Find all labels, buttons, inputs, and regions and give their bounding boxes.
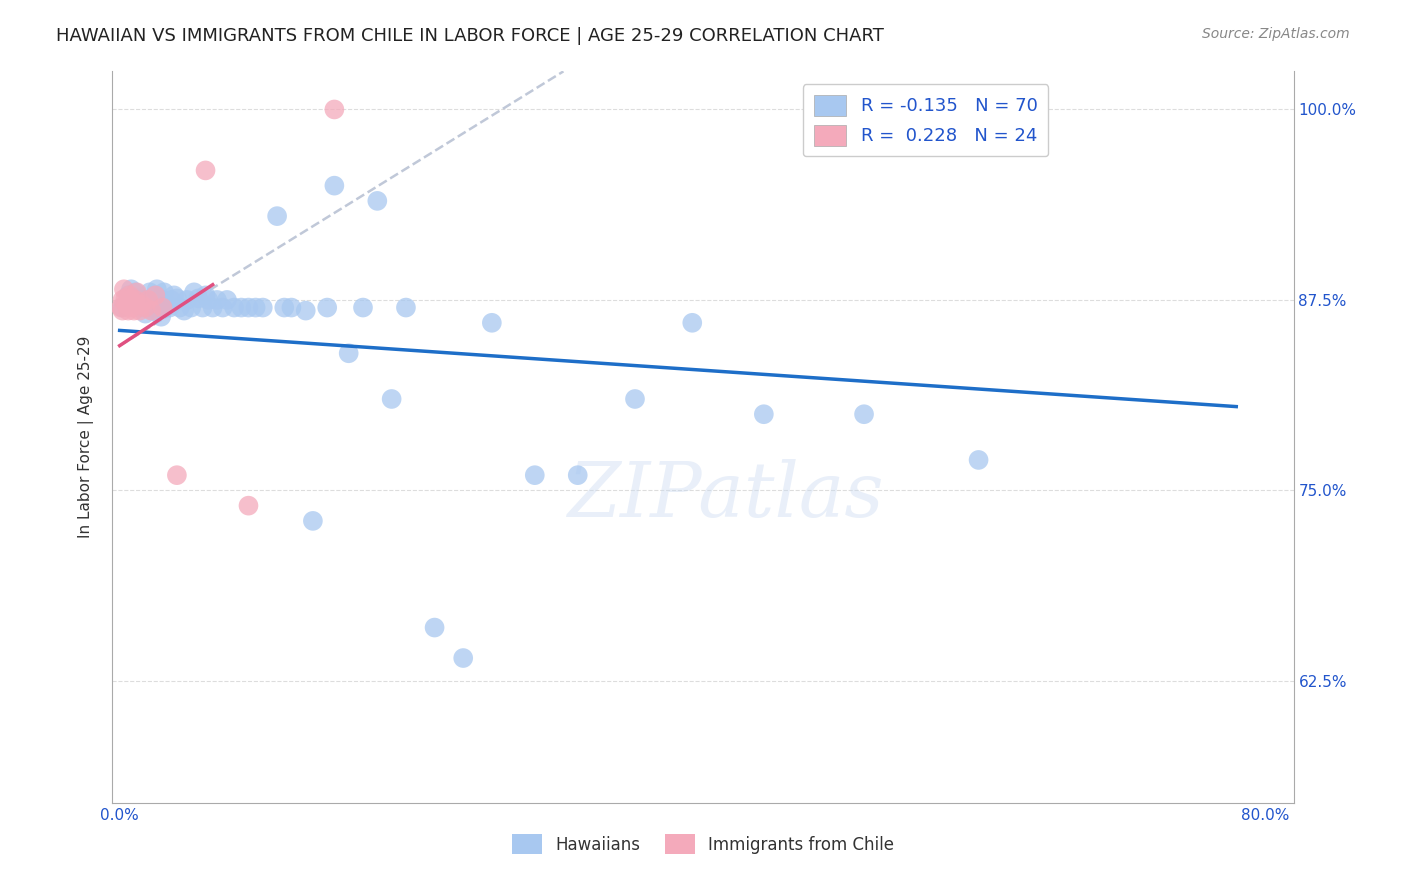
Point (150, 310, 173, 324)
Point (114, 292, 136, 306)
Point (323, 103, 346, 117)
Legend: Hawaiians, Immigrants from Chile: Hawaiians, Immigrants from Chile (505, 828, 901, 860)
Point (127, 297, 149, 311)
Point (134, 301, 156, 315)
Point (752, 407, 775, 421)
Point (316, 301, 339, 315)
Text: HAWAIIAN VS IMMIGRANTS FROM CHILE IN LABOR FORCE | AGE 25-29 CORRELATION CHART: HAWAIIAN VS IMMIGRANTS FROM CHILE IN LAB… (56, 27, 884, 45)
Point (337, 346, 360, 360)
Point (166, 292, 188, 306)
Point (111, 293, 134, 307)
Point (152, 301, 174, 315)
Point (681, 316, 703, 330)
Point (138, 285, 160, 300)
Point (139, 303, 162, 318)
Text: ZIPatlas: ZIPatlas (568, 458, 884, 533)
Point (201, 301, 224, 315)
Point (117, 303, 139, 318)
Point (624, 392, 647, 406)
Point (134, 307, 156, 321)
Point (131, 293, 153, 307)
Point (142, 303, 165, 318)
Point (120, 293, 142, 307)
Point (245, 301, 267, 315)
Point (180, 301, 202, 315)
Point (129, 301, 152, 315)
Point (152, 293, 174, 307)
Point (136, 293, 159, 307)
Text: Source: ZipAtlas.com: Source: ZipAtlas.com (1202, 27, 1350, 41)
Point (273, 301, 295, 315)
Point (129, 297, 152, 311)
Point (160, 293, 183, 307)
Point (159, 301, 181, 315)
Point (125, 292, 148, 306)
Point (145, 288, 167, 302)
Point (112, 282, 135, 296)
Point (145, 301, 167, 315)
Point (176, 293, 198, 307)
Point (163, 288, 186, 302)
Point (194, 163, 217, 178)
Point (135, 301, 157, 315)
Point (121, 292, 143, 306)
Point (523, 468, 546, 483)
Point (121, 301, 143, 315)
Y-axis label: In Labor Force | Age 25-29: In Labor Force | Age 25-29 (77, 336, 94, 538)
Point (567, 468, 589, 483)
Point (111, 303, 134, 318)
Point (120, 282, 142, 296)
Point (238, 301, 260, 315)
Point (118, 288, 141, 302)
Point (302, 514, 325, 528)
Point (149, 301, 172, 315)
Point (238, 499, 260, 513)
Point (366, 194, 388, 208)
Point (381, 392, 404, 406)
Point (117, 288, 139, 302)
Point (280, 301, 302, 315)
Point (481, 316, 503, 330)
Point (967, 453, 990, 467)
Point (132, 293, 155, 307)
Point (173, 303, 195, 318)
Point (352, 301, 374, 315)
Point (194, 288, 217, 302)
Point (197, 293, 219, 307)
Point (122, 303, 145, 318)
Point (166, 468, 188, 483)
Point (183, 285, 205, 300)
Point (395, 301, 418, 315)
Point (323, 178, 346, 193)
Point (294, 303, 316, 318)
Point (122, 293, 145, 307)
Point (224, 301, 246, 315)
Point (252, 301, 274, 315)
Point (156, 297, 179, 311)
Point (146, 282, 169, 296)
Point (115, 297, 138, 311)
Point (125, 285, 148, 300)
Point (110, 301, 132, 315)
Point (136, 293, 159, 307)
Point (853, 407, 876, 421)
Point (423, 621, 446, 635)
Point (215, 293, 238, 307)
Point (124, 293, 146, 307)
Point (153, 285, 176, 300)
Point (139, 301, 162, 315)
Point (191, 301, 214, 315)
Point (451, 651, 474, 665)
Point (124, 285, 146, 300)
Point (134, 297, 156, 311)
Point (205, 293, 228, 307)
Point (111, 301, 134, 315)
Point (169, 301, 191, 315)
Point (128, 303, 150, 318)
Point (211, 301, 233, 315)
Point (231, 301, 253, 315)
Point (187, 292, 209, 306)
Point (145, 288, 167, 302)
Point (266, 209, 288, 223)
